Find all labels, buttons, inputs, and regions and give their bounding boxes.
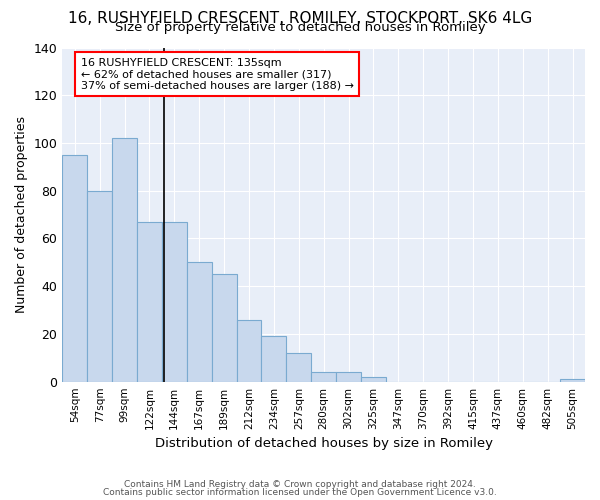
Bar [187,262,212,382]
Text: 16 RUSHYFIELD CRESCENT: 135sqm
← 62% of detached houses are smaller (317)
37% of: 16 RUSHYFIELD CRESCENT: 135sqm ← 62% of … [80,58,353,90]
Bar [361,377,386,382]
Bar [286,353,311,382]
Text: Contains public sector information licensed under the Open Government Licence v3: Contains public sector information licen… [103,488,497,497]
Bar [87,190,112,382]
Bar [212,274,236,382]
Text: Contains HM Land Registry data © Crown copyright and database right 2024.: Contains HM Land Registry data © Crown c… [124,480,476,489]
Y-axis label: Number of detached properties: Number of detached properties [15,116,28,313]
Bar [236,320,262,382]
Bar [560,380,585,382]
Bar [311,372,336,382]
Bar [336,372,361,382]
Text: Size of property relative to detached houses in Romiley: Size of property relative to detached ho… [115,21,485,34]
Bar [62,155,87,382]
Bar [262,336,286,382]
Bar [137,222,162,382]
Bar [162,222,187,382]
Text: 16, RUSHYFIELD CRESCENT, ROMILEY, STOCKPORT, SK6 4LG: 16, RUSHYFIELD CRESCENT, ROMILEY, STOCKP… [68,11,532,26]
Bar [112,138,137,382]
X-axis label: Distribution of detached houses by size in Romiley: Distribution of detached houses by size … [155,437,493,450]
